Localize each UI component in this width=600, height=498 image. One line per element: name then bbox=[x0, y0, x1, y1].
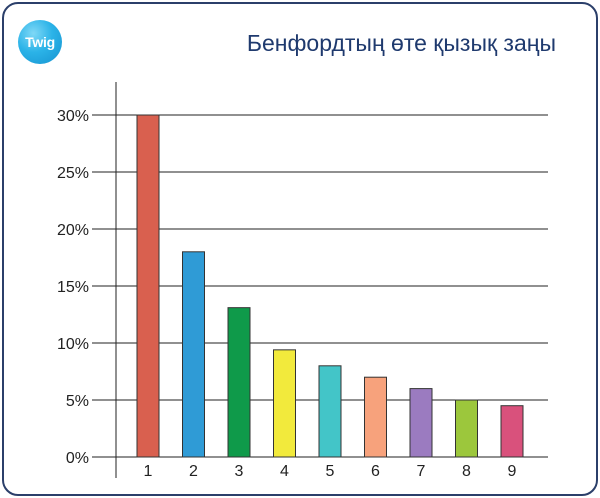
y-tick-label: 25% bbox=[57, 165, 89, 182]
x-tick-label: 3 bbox=[235, 463, 244, 480]
x-tick-label: 1 bbox=[144, 463, 153, 480]
bar bbox=[182, 251, 205, 458]
twig-logo: Twig bbox=[18, 20, 62, 64]
y-tick-label: 0% bbox=[66, 450, 89, 467]
x-tick-label: 8 bbox=[462, 463, 471, 480]
y-tick-label: 30% bbox=[57, 108, 89, 125]
x-tick-label: 2 bbox=[189, 463, 198, 480]
bar bbox=[364, 376, 387, 458]
bar bbox=[500, 405, 524, 458]
chart-title: Бенфордтың өте қызық заңы bbox=[246, 30, 556, 56]
bar bbox=[409, 388, 433, 458]
x-tick-label: 6 bbox=[371, 463, 380, 480]
bar bbox=[455, 399, 478, 458]
y-tick-label: 15% bbox=[57, 279, 89, 296]
bar bbox=[227, 307, 251, 458]
x-tick-label: 4 bbox=[280, 463, 289, 480]
x-tick-label: 7 bbox=[417, 463, 426, 480]
y-tick-label: 5% bbox=[66, 393, 89, 410]
bar bbox=[318, 365, 342, 458]
x-tick-label: 5 bbox=[326, 463, 335, 480]
bar bbox=[136, 114, 160, 458]
bar bbox=[273, 349, 296, 458]
y-tick-label: 10% bbox=[57, 336, 89, 353]
y-tick-label: 20% bbox=[57, 222, 89, 239]
x-tick-label: 9 bbox=[508, 463, 517, 480]
